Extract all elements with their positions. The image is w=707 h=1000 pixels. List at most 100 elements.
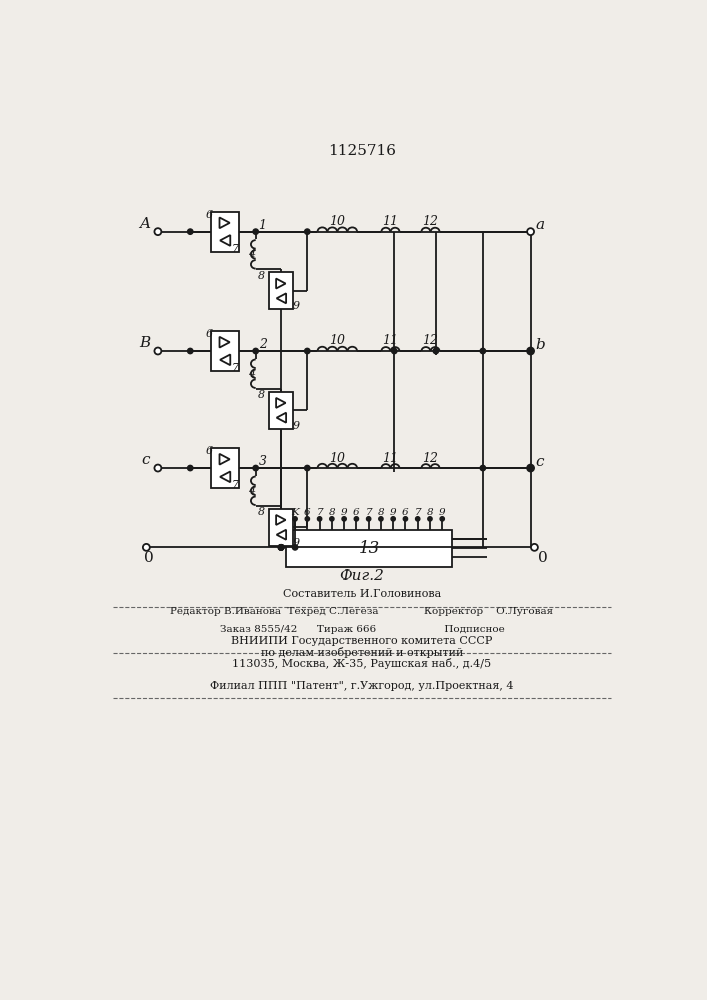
Text: 7: 7 [232, 363, 239, 373]
Text: Фиг.2: Фиг.2 [339, 569, 385, 583]
Text: 1125716: 1125716 [328, 144, 396, 158]
Text: 0: 0 [144, 551, 154, 565]
Circle shape [528, 465, 533, 471]
Circle shape [143, 544, 150, 551]
Circle shape [354, 517, 358, 521]
Polygon shape [220, 235, 230, 246]
Bar [269, 509, 293, 546]
Polygon shape [276, 279, 286, 289]
Bar [269, 272, 293, 309]
Circle shape [480, 465, 486, 471]
Text: 1: 1 [259, 219, 267, 232]
Bar [211, 331, 239, 371]
Circle shape [428, 517, 432, 521]
Circle shape [293, 545, 298, 550]
Circle shape [279, 545, 284, 550]
Text: 8: 8 [329, 508, 335, 517]
Text: 6: 6 [304, 508, 310, 517]
Circle shape [187, 465, 193, 471]
Text: 8: 8 [378, 508, 384, 517]
Text: 11: 11 [382, 215, 399, 228]
Text: 6: 6 [206, 446, 213, 456]
Text: Составитель И.Головинова: Составитель И.Головинова [283, 589, 441, 599]
Text: 9: 9 [341, 508, 347, 517]
Circle shape [391, 517, 395, 521]
Text: 11: 11 [382, 334, 399, 347]
Text: 9: 9 [292, 538, 299, 548]
Circle shape [253, 229, 258, 234]
Polygon shape [220, 354, 230, 365]
Bar [269, 392, 293, 429]
Circle shape [154, 348, 161, 354]
Text: 2: 2 [259, 338, 267, 351]
Text: 7: 7 [366, 508, 372, 517]
Circle shape [329, 517, 334, 521]
Text: ВНИИПИ Государственного комитета СССР: ВНИИПИ Государственного комитета СССР [231, 636, 493, 646]
Circle shape [279, 545, 284, 550]
Polygon shape [276, 398, 286, 408]
Text: 12: 12 [423, 452, 438, 465]
Text: b: b [535, 338, 544, 352]
Polygon shape [276, 293, 286, 303]
Text: Заказ 8555/42      Тираж 666                     Подписное: Заказ 8555/42 Тираж 666 Подписное [220, 625, 504, 634]
Text: B: B [139, 336, 150, 350]
Text: 0: 0 [538, 551, 548, 565]
Text: c: c [536, 455, 544, 469]
Text: Филиал ППП "Патент", г.Ужгород, ул.Проектная, 4: Филиал ППП "Патент", г.Ужгород, ул.Проек… [210, 681, 514, 691]
Circle shape [527, 465, 534, 472]
Text: 10: 10 [329, 215, 345, 228]
Polygon shape [276, 530, 286, 540]
Circle shape [531, 544, 538, 551]
Text: 9: 9 [292, 421, 299, 431]
Text: 7: 7 [316, 508, 323, 517]
Circle shape [253, 465, 258, 471]
Circle shape [528, 348, 533, 354]
Circle shape [527, 228, 534, 235]
Text: 7: 7 [232, 244, 239, 254]
Text: Редактор В.Иванова  Техред С.Легеза              Корректор    О.Луговая: Редактор В.Иванова Техред С.Легеза Корре… [170, 607, 554, 616]
Text: 12: 12 [423, 215, 438, 228]
Circle shape [305, 517, 310, 521]
Bar [211, 212, 239, 252]
Circle shape [366, 517, 370, 521]
Bar [211, 448, 239, 488]
Circle shape [187, 229, 193, 234]
Polygon shape [220, 471, 230, 482]
Text: c: c [141, 453, 150, 467]
Polygon shape [219, 337, 230, 348]
Text: 113035, Москва, Ж-35, Раушская наб., д.4/5: 113035, Москва, Ж-35, Раушская наб., д.4… [233, 658, 491, 669]
Circle shape [187, 348, 193, 354]
Text: 10: 10 [329, 452, 345, 465]
Text: по делам изобретений и открытий: по делам изобретений и открытий [261, 647, 463, 658]
Circle shape [279, 545, 284, 550]
Polygon shape [276, 515, 286, 525]
Polygon shape [219, 217, 230, 228]
Circle shape [154, 465, 161, 472]
Circle shape [305, 229, 310, 234]
Text: 4: 4 [248, 249, 255, 259]
Circle shape [317, 517, 322, 521]
Polygon shape [276, 413, 286, 423]
Text: 3: 3 [259, 455, 267, 468]
Text: K: K [291, 508, 299, 517]
Circle shape [253, 348, 258, 354]
Circle shape [392, 348, 397, 354]
Text: 8: 8 [258, 271, 265, 281]
Text: 8: 8 [258, 390, 265, 400]
Circle shape [480, 348, 486, 354]
Circle shape [433, 348, 438, 354]
Circle shape [154, 228, 161, 235]
Circle shape [379, 517, 383, 521]
Text: 6: 6 [353, 508, 360, 517]
Circle shape [403, 517, 408, 521]
Text: 12: 12 [423, 334, 438, 347]
Circle shape [279, 545, 284, 550]
Text: 4: 4 [248, 369, 255, 379]
Text: 7: 7 [414, 508, 421, 517]
Text: 4: 4 [248, 486, 255, 496]
Circle shape [342, 517, 346, 521]
Text: A: A [139, 217, 150, 231]
Circle shape [440, 517, 445, 521]
Circle shape [279, 545, 284, 550]
Bar [286, 530, 452, 567]
